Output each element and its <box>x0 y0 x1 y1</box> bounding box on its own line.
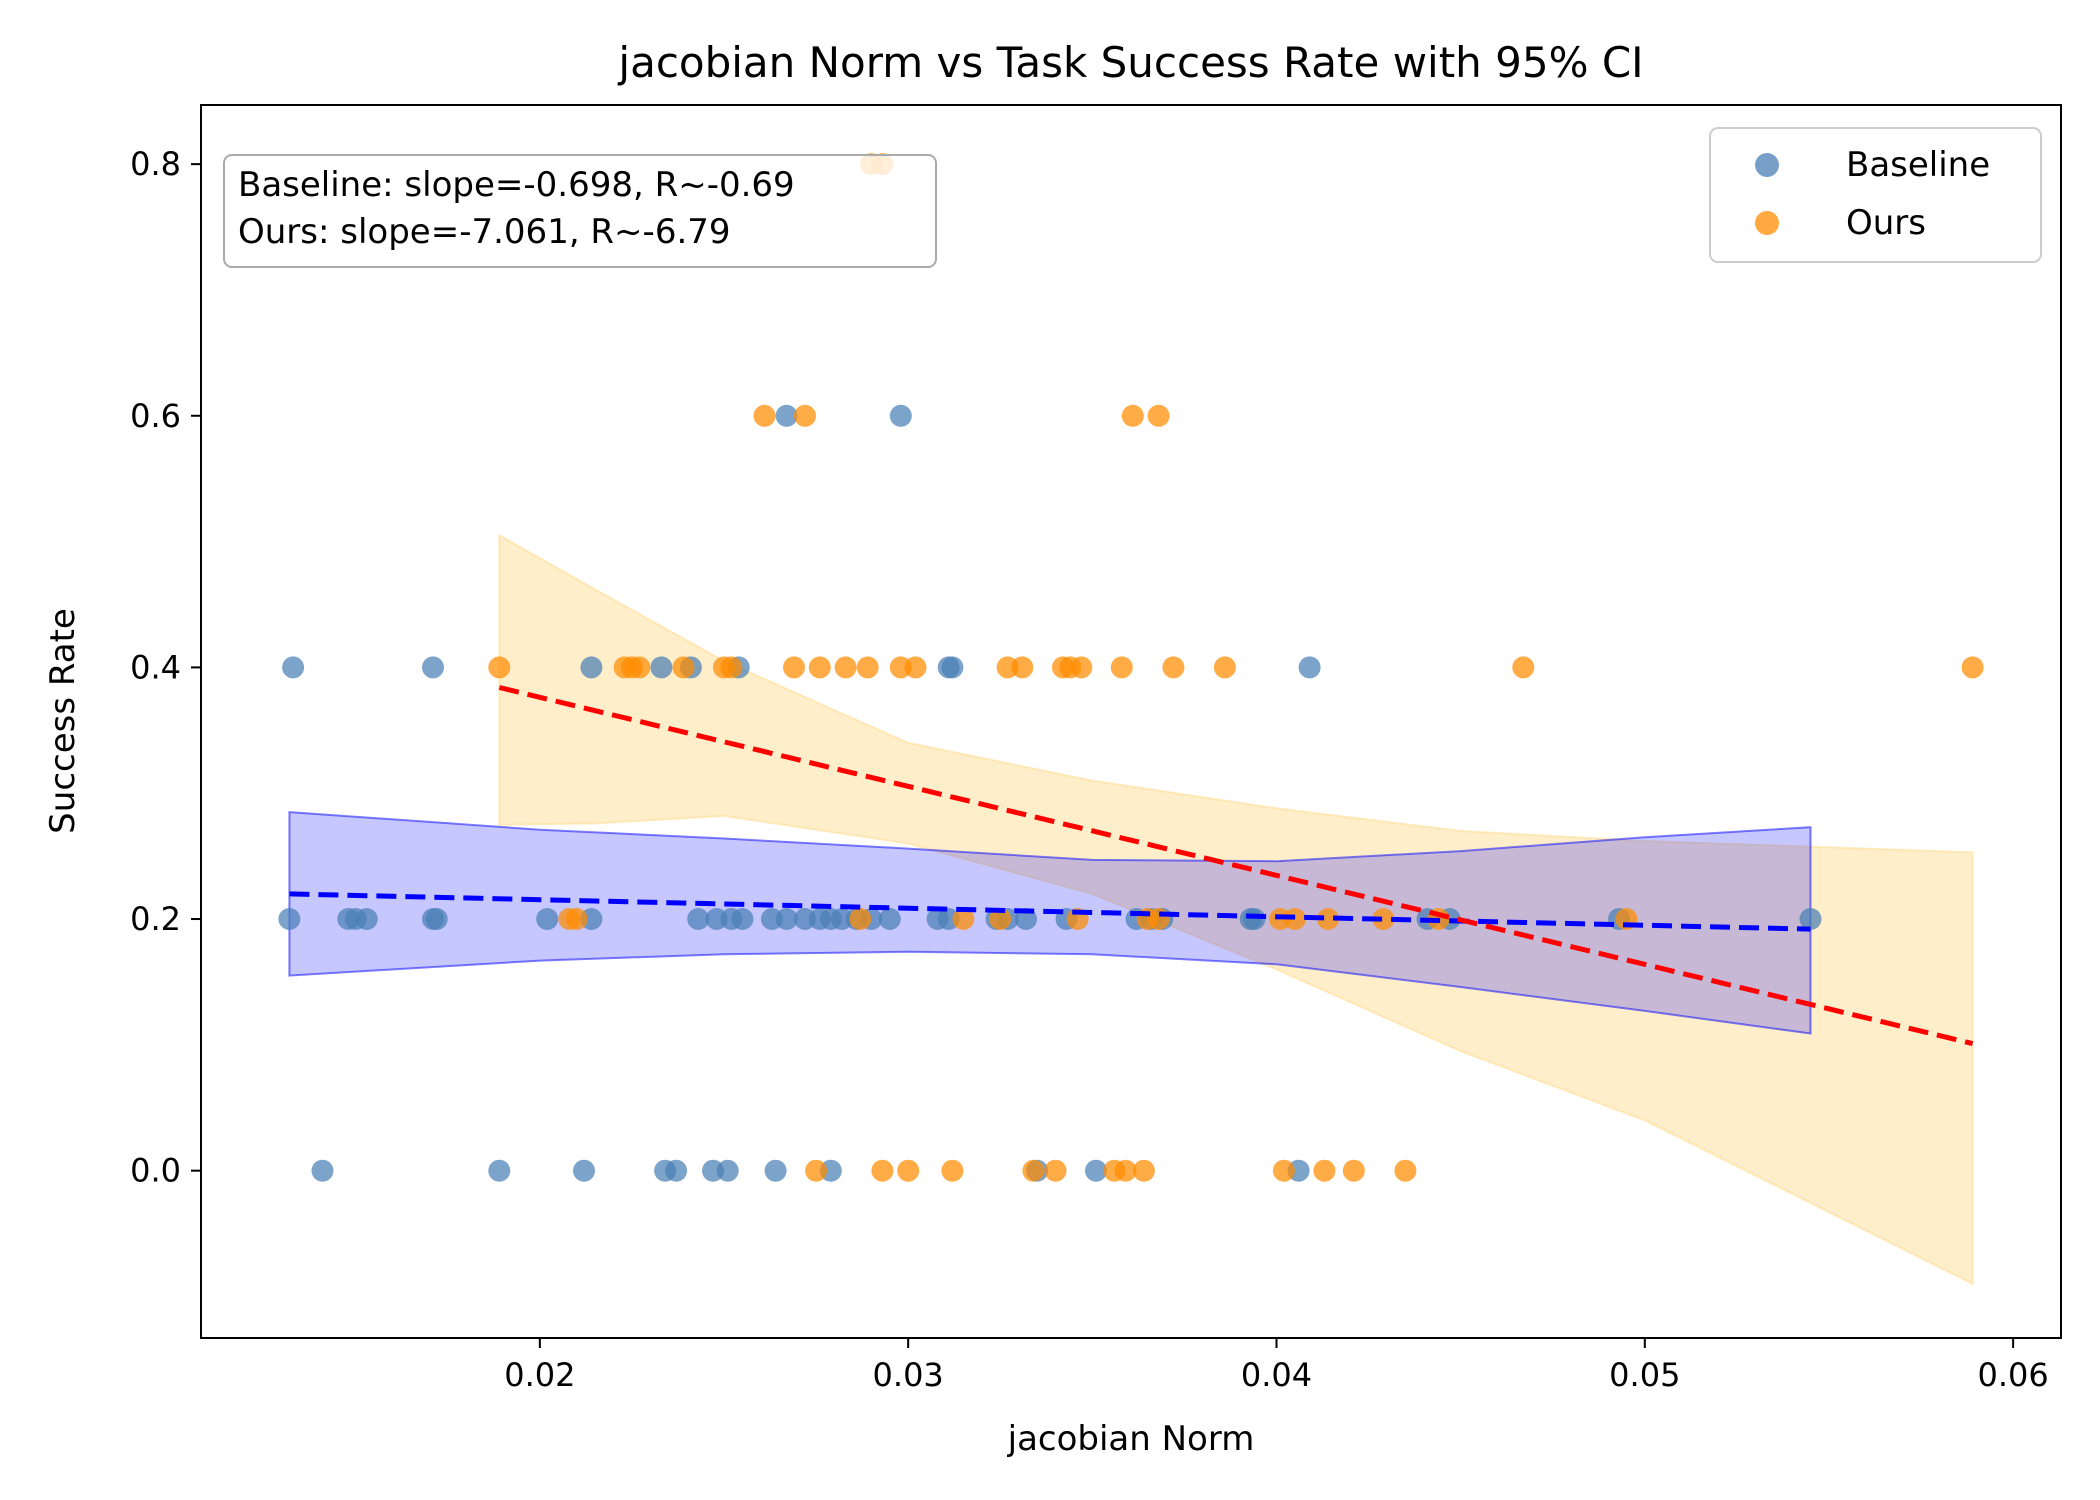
point-ours <box>1394 1159 1417 1182</box>
point-ours <box>565 908 588 930</box>
point-ours <box>1132 1159 1155 1182</box>
y-axis-ticks: 0.0 0.2 0.4 0.6 0.8 <box>130 145 201 1190</box>
y-tick-label: 0.0 <box>130 1152 181 1190</box>
point-baseline <box>878 908 901 930</box>
point-baseline <box>311 1159 334 1182</box>
point-ours <box>952 908 975 930</box>
point-ours <box>1512 656 1535 679</box>
point-ours <box>904 656 927 679</box>
ci-band-baseline <box>288 811 1812 1035</box>
fit-line-ours <box>498 685 1974 1047</box>
x-axis-label: jacobian Norm <box>1007 1419 1255 1459</box>
point-ours <box>834 656 857 679</box>
point-ours <box>753 404 776 427</box>
point-ours <box>783 656 805 679</box>
point-baseline <box>687 908 710 930</box>
ci-band-ours <box>498 533 1974 1286</box>
point-ours <box>1162 656 1185 679</box>
y-tick-label: 0.2 <box>130 900 181 938</box>
confidence-bands <box>288 533 1974 1286</box>
point-baseline <box>1799 908 1822 930</box>
point-ours <box>1110 656 1133 679</box>
legend-marker-ours <box>1755 211 1779 235</box>
point-baseline <box>650 656 673 679</box>
point-ours <box>628 656 651 679</box>
x-axis-ticks: 0.02 0.03 0.04 0.05 0.06 <box>504 1338 2049 1394</box>
x-tick-label: 0.05 <box>1609 1356 1680 1394</box>
point-baseline <box>889 404 912 427</box>
point-ours <box>1313 1159 1336 1182</box>
point-baseline <box>488 1159 511 1182</box>
point-baseline <box>775 404 798 427</box>
point-ours <box>871 1159 894 1182</box>
x-tick-label: 0.04 <box>1241 1356 1312 1394</box>
point-baseline <box>1243 908 1266 930</box>
point-ours <box>1961 656 1984 679</box>
point-baseline <box>1085 1159 1107 1182</box>
chart-title: jacobian Norm vs Task Success Rate with … <box>617 38 1643 87</box>
x-tick-label: 0.06 <box>1977 1356 2048 1394</box>
point-baseline <box>278 908 301 930</box>
point-ours <box>1044 1159 1067 1182</box>
plot-frame <box>200 104 2062 1339</box>
y-axis-label: Success Rate <box>43 608 83 834</box>
point-ours <box>941 1159 964 1182</box>
point-ours <box>488 656 511 679</box>
stats-box: Baseline: slope=-0.698, R~-0.69 Ours: sl… <box>223 154 937 268</box>
point-ours <box>1272 1159 1295 1182</box>
point-baseline <box>775 908 798 930</box>
point-ours <box>1213 656 1236 679</box>
point-baseline <box>665 1159 688 1182</box>
point-ours <box>672 656 695 679</box>
point-ours <box>1022 1159 1045 1182</box>
point-ours <box>1114 1159 1137 1182</box>
point-baseline <box>282 656 305 679</box>
x-tick-label: 0.03 <box>873 1356 944 1394</box>
point-baseline <box>764 1159 787 1182</box>
point-baseline <box>355 908 378 930</box>
y-tick-label: 0.4 <box>130 648 181 686</box>
fit-lines <box>289 685 1974 1047</box>
point-ours <box>989 908 1012 930</box>
legend: Baseline Ours <box>1709 127 2042 263</box>
point-ours <box>794 404 816 427</box>
point-ours <box>805 1159 828 1182</box>
point-baseline <box>731 908 754 930</box>
point-baseline <box>1298 656 1321 679</box>
stats-baseline-text: Baseline: slope=-0.698, R~-0.69 <box>238 165 795 205</box>
point-baseline <box>580 656 603 679</box>
point-baseline <box>716 1159 739 1182</box>
point-ours <box>897 1159 920 1182</box>
point-baseline <box>425 908 448 930</box>
point-ours <box>1372 908 1395 930</box>
point-ours <box>1011 656 1034 679</box>
point-baseline <box>422 656 444 679</box>
point-ours <box>849 908 872 930</box>
point-ours <box>1121 404 1144 427</box>
x-tick-label: 0.02 <box>504 1356 575 1394</box>
point-ours <box>1342 1159 1365 1182</box>
stats-box-frame <box>223 154 937 268</box>
fit-line-baseline <box>289 891 1811 932</box>
point-ours <box>1070 656 1093 679</box>
y-tick-label: 0.8 <box>130 145 181 183</box>
legend-marker-baseline <box>1755 153 1779 177</box>
point-ours <box>808 656 831 679</box>
stats-ours-text: Ours: slope=-7.061, R~-6.79 <box>238 212 731 252</box>
legend-frame <box>1709 127 2042 263</box>
point-ours <box>720 656 743 679</box>
point-ours <box>1147 908 1170 930</box>
point-ours <box>856 656 879 679</box>
point-ours <box>1147 404 1170 427</box>
legend-label-baseline: Baseline <box>1846 145 1990 185</box>
point-baseline <box>573 1159 595 1182</box>
y-tick-label: 0.6 <box>130 397 181 435</box>
point-baseline <box>941 656 964 679</box>
legend-label-ours: Ours <box>1846 203 1926 243</box>
point-baseline <box>536 908 559 930</box>
point-ours <box>1317 908 1339 930</box>
